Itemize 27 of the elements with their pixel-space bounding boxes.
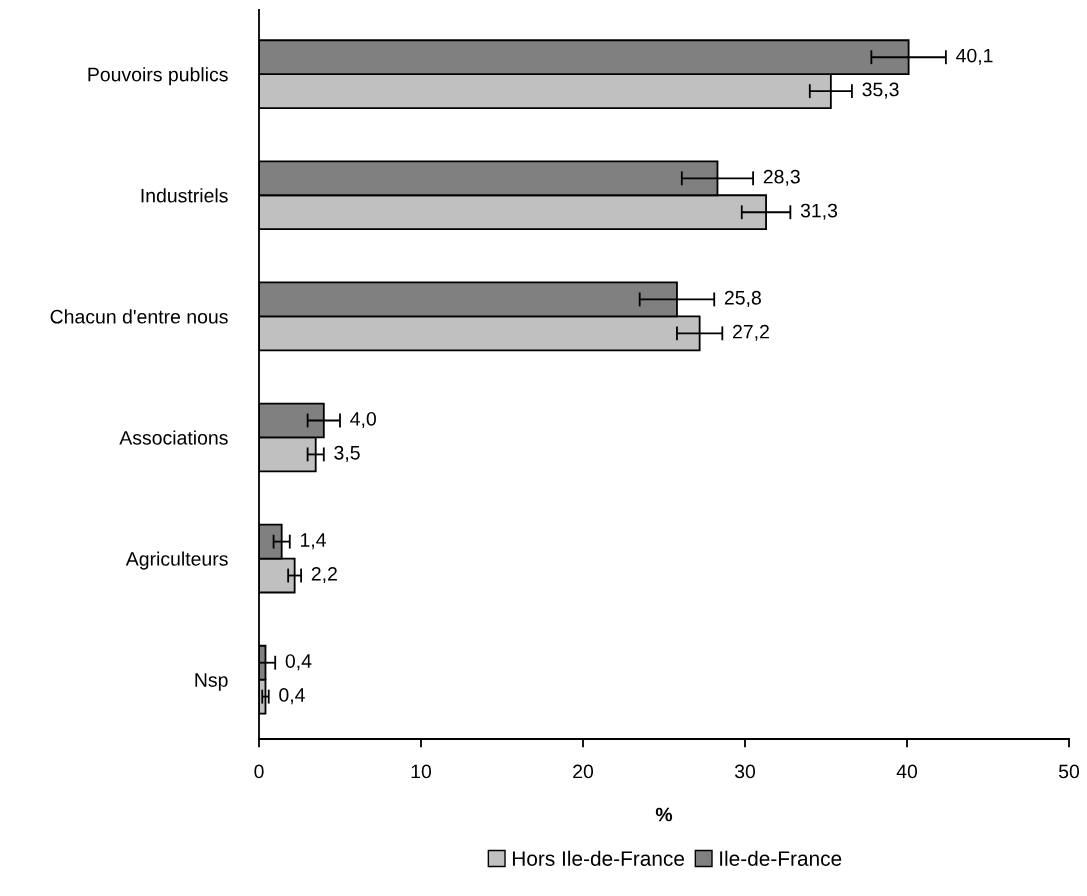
x-tick-label: 0 — [254, 764, 264, 779]
data-label: 3,5 — [334, 445, 360, 462]
y-tick-label: Agriculteurs — [125, 551, 228, 570]
data-label: 28,3 — [763, 169, 800, 186]
data-label: 25,8 — [724, 290, 761, 307]
data-label: 4,0 — [350, 411, 376, 429]
x-axis-title: % — [655, 807, 673, 822]
data-label: 35,3 — [862, 82, 899, 99]
data-label: 31,3 — [800, 203, 838, 220]
y-tick-label: Chacun d'entre nous — [50, 309, 228, 324]
data-label: 40,1 — [956, 48, 993, 65]
data-label: 0,4 — [285, 654, 312, 671]
data-label: 27,2 — [733, 324, 769, 341]
y-tick-label: Nsp — [195, 673, 228, 691]
x-tick-label: 10 — [411, 764, 432, 779]
x-tick-label: 40 — [896, 764, 918, 779]
data-label: 0,4 — [279, 688, 305, 705]
x-tick-label: 20 — [573, 764, 594, 779]
y-tick-label: Pouvoirs publics — [88, 67, 228, 86]
legend-label: Hors Ile-de-France — [512, 850, 685, 866]
y-tick-label: Associations — [119, 430, 228, 445]
y-tick-label: Industriels — [141, 188, 228, 203]
legend-label: Ile-de-France — [720, 850, 842, 866]
data-label: 1,4 — [300, 533, 326, 550]
data-label: 2,2 — [311, 566, 337, 584]
x-tick-label: 30 — [734, 764, 756, 779]
x-tick-label: 50 — [1058, 764, 1080, 779]
